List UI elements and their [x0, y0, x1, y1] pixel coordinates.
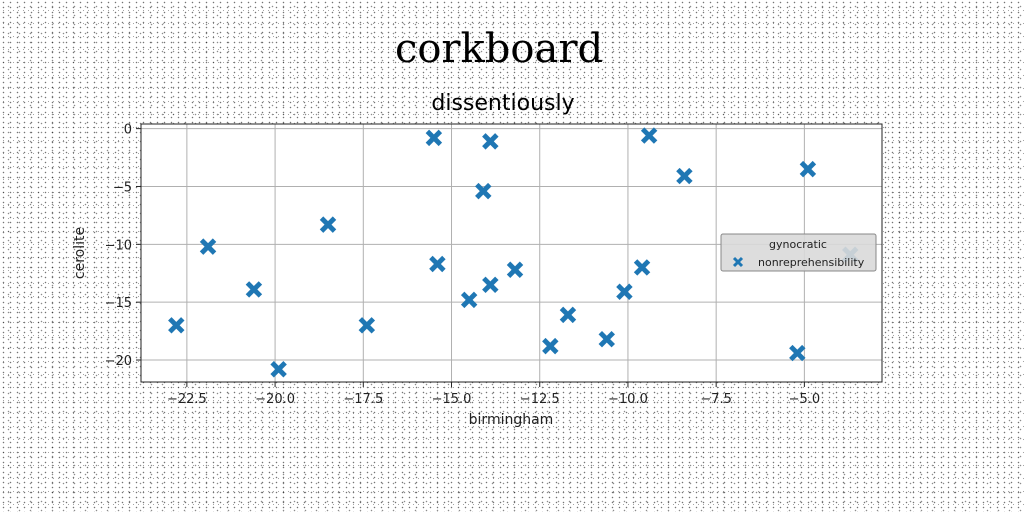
scatter-point	[245, 281, 263, 298]
scatter-point	[506, 261, 524, 278]
x-tick-label: −17.5	[343, 392, 383, 407]
scatter-point	[482, 133, 499, 150]
scatter-point	[429, 255, 446, 273]
scatter-point	[168, 317, 185, 334]
legend: gynocratic nonreprehensibility	[720, 233, 877, 272]
y-tick-label: −15	[105, 296, 132, 311]
y-axis-label: cerolite	[72, 227, 88, 279]
plot-frame	[140, 123, 883, 383]
x-tick-label: −22.5	[167, 392, 207, 407]
scatter-point	[559, 306, 577, 324]
legend-marker	[732, 256, 744, 268]
y-tick-label: −5	[113, 180, 132, 195]
scatter-point	[425, 129, 443, 147]
x-tick-label: −7.5	[700, 392, 732, 407]
scatter-point	[616, 283, 633, 300]
scatter-point	[640, 127, 658, 144]
chart-subtitle: dissentiously	[431, 91, 574, 116]
legend-marker-icon	[732, 256, 744, 268]
scatter-point	[482, 276, 499, 294]
y-tick-label: −10	[105, 238, 132, 253]
legend-box	[720, 233, 877, 272]
scatter-point	[199, 238, 217, 255]
x-tick-label: −15.0	[432, 392, 472, 407]
legend-entry-label: nonreprehensibility	[758, 256, 865, 269]
y-axis-ticks: 0 −5 −10 −15 −20	[105, 123, 141, 369]
scatter-point	[270, 361, 287, 378]
scatter-point	[460, 291, 478, 309]
scatter-point	[799, 160, 817, 178]
x-tick-label: −12.5	[520, 392, 560, 407]
scatter-point	[598, 330, 615, 348]
scatter-point	[633, 259, 651, 276]
x-tick-label: −10.0	[608, 392, 648, 407]
scatter-point	[542, 337, 559, 355]
x-axis-ticks: −22.5 −20.0 −17.5 −15.0 −12.5 −10.0 −7.5 −5.0	[167, 382, 820, 407]
scatter-point	[676, 167, 693, 185]
scatter-point	[319, 216, 337, 233]
legend-title: gynocratic	[769, 238, 827, 251]
x-tick-label: −20.0	[255, 392, 295, 407]
y-tick-label: −20	[105, 354, 132, 369]
scatter-point	[358, 317, 376, 334]
x-tick-label: −5.0	[789, 392, 821, 407]
y-tick-label: 0	[124, 123, 132, 138]
x-axis-label: birmingham	[469, 412, 554, 428]
chart-title: corkboard	[395, 26, 603, 72]
scatter-point	[475, 182, 492, 200]
scatter-point	[789, 344, 806, 362]
